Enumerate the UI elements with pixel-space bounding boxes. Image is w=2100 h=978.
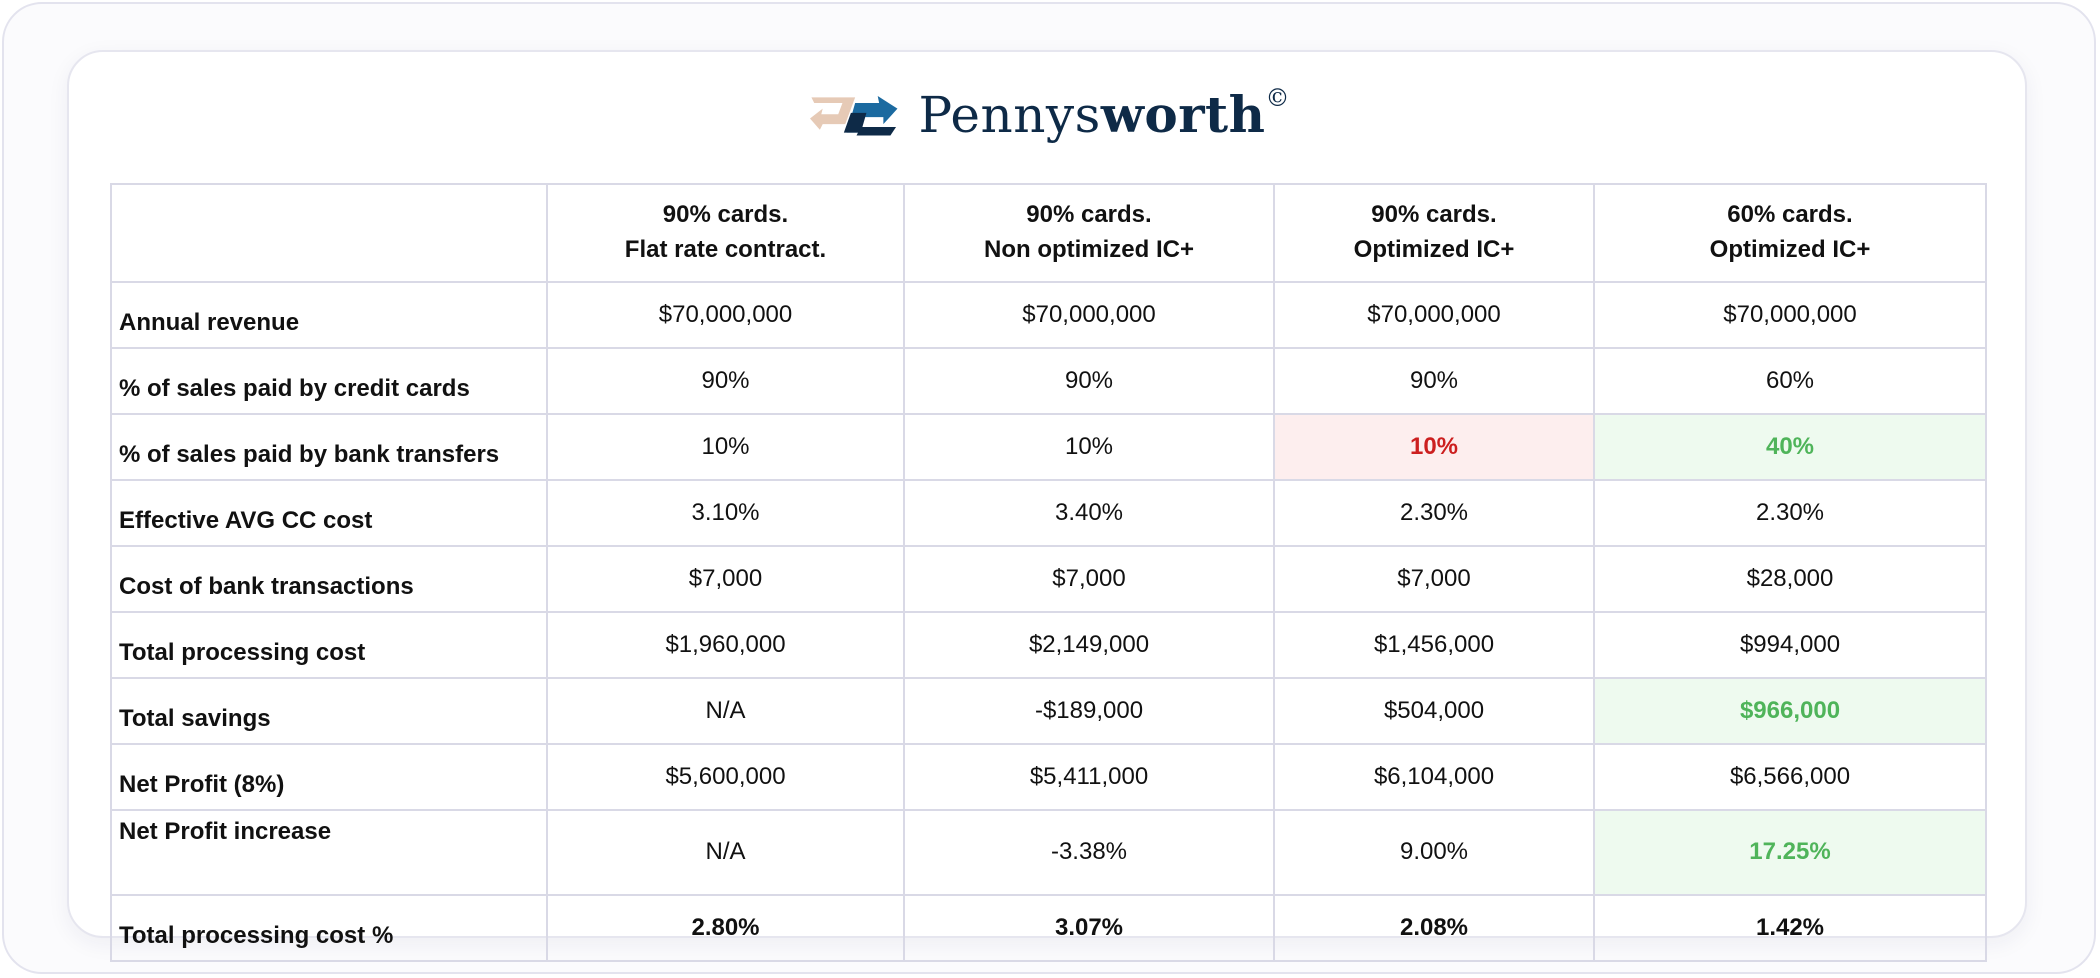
table-cell: N/A [546,677,905,745]
table-row: Total processing cost $1,960,000 $2,149,… [110,611,1987,679]
table-row: Net Profit increase N/A -3.38% 9.00% 17.… [110,809,1987,896]
row-label: Cost of bank transactions [110,545,548,613]
header-cell: 90% cards. Non optimized IC+ [903,183,1275,283]
table-cell: 2.30% [1593,479,1987,547]
table-cell: 90% [546,347,905,415]
table-cell: $6,566,000 [1593,743,1987,811]
table-cell: $70,000,000 [903,281,1275,349]
row-label: Annual revenue [110,281,548,349]
table-cell-negative-highlight: 10% [1273,413,1595,481]
row-label: Total processing cost [110,611,548,679]
header-cell: 60% cards. Optimized IC+ [1593,183,1987,283]
table-row: Effective AVG CC cost 3.10% 3.40% 2.30% … [110,479,1987,547]
row-label: % of sales paid by credit cards [110,347,548,415]
table-cell: 90% [903,347,1275,415]
table-cell: $7,000 [1273,545,1595,613]
table-cell-positive-highlight: 40% [1593,413,1987,481]
header-line: Optimized IC+ [1709,236,1871,263]
brand-mark: © [1265,84,1290,112]
table-cell: 3.40% [903,479,1275,547]
comparison-table: 90% cards. Flat rate contract. 90% cards.… [110,183,1987,962]
table-cell: 9.00% [1273,809,1595,896]
row-label: Total savings [110,677,548,745]
table-cell: 10% [546,413,905,481]
table-cell: 60% [1593,347,1987,415]
header-line: Flat rate contract. [624,236,827,263]
header-line: Optimized IC+ [1353,236,1515,263]
header-line: 90% cards. [662,201,789,229]
table-cell: $28,000 [1593,545,1987,613]
table-cell: 2.80% [546,894,905,962]
table-cell: $504,000 [1273,677,1595,745]
brand-name-bold: worth [1100,85,1266,144]
table-cell: $6,104,000 [1273,743,1595,811]
table-cell-positive-highlight: 17.25% [1593,809,1987,896]
table-cell: 1.42% [1593,894,1987,962]
table-cell: 10% [903,413,1275,481]
table-cell: $70,000,000 [546,281,905,349]
header-line: 90% cards. [1026,201,1152,229]
table-row: % of sales paid by credit cards 90% 90% … [110,347,1987,415]
table-cell: $70,000,000 [1273,281,1595,349]
header-cell: 90% cards. Flat rate contract. [546,183,905,283]
table-cell: $1,456,000 [1273,611,1595,679]
header-line: 90% cards. [1371,201,1497,229]
row-label: Total processing cost % [110,894,548,962]
row-label: Effective AVG CC cost [110,479,548,547]
header-line: 60% cards. [1727,201,1853,229]
table-row: % of sales paid by bank transfers 10% 10… [110,413,1987,481]
table-cell: 90% [1273,347,1595,415]
pennysworth-arrows-icon [810,95,898,136]
brand-name: Pennysworth© [919,86,1290,140]
table-row: Total savings N/A -$189,000 $504,000 $96… [110,677,1987,745]
table-cell: -3.38% [903,809,1275,896]
table-cell: $70,000,000 [1593,281,1987,349]
table-row: Net Profit (8%) $5,600,000 $5,411,000 $6… [110,743,1987,811]
header-cell-empty [110,183,548,283]
table-row: Annual revenue $70,000,000 $70,000,000 $… [110,281,1987,349]
row-label: Net Profit (8%) [110,743,548,811]
table-cell: 3.07% [903,894,1275,962]
pennysworth-logo: Pennysworth© [810,82,1290,148]
header-cell: 90% cards. Optimized IC+ [1273,183,1595,283]
table-header-row: 90% cards. Flat rate contract. 90% cards.… [110,183,1987,283]
table-cell-positive-highlight: $966,000 [1593,677,1987,745]
header-line: Non optimized IC+ [984,236,1194,263]
table-cell: $994,000 [1593,611,1987,679]
table-cell: $1,960,000 [546,611,905,679]
table-cell: -$189,000 [903,677,1275,745]
table-cell: $2,149,000 [903,611,1275,679]
table-cell: $7,000 [903,545,1275,613]
table-cell: $7,000 [546,545,905,613]
row-label: Net Profit increase [110,809,548,896]
brand-name-light: Pennys [918,86,1101,144]
table-cell: N/A [546,809,905,896]
table-cell: 2.08% [1273,894,1595,962]
table-row: Cost of bank transactions $7,000 $7,000 … [110,545,1987,613]
table-cell: $5,600,000 [546,743,905,811]
table-cell: 3.10% [546,479,905,547]
table-cell: 2.30% [1273,479,1595,547]
row-label: % of sales paid by bank transfers [110,413,548,481]
table-row: Total processing cost % 2.80% 3.07% 2.08… [110,894,1987,962]
table-cell: $5,411,000 [903,743,1275,811]
